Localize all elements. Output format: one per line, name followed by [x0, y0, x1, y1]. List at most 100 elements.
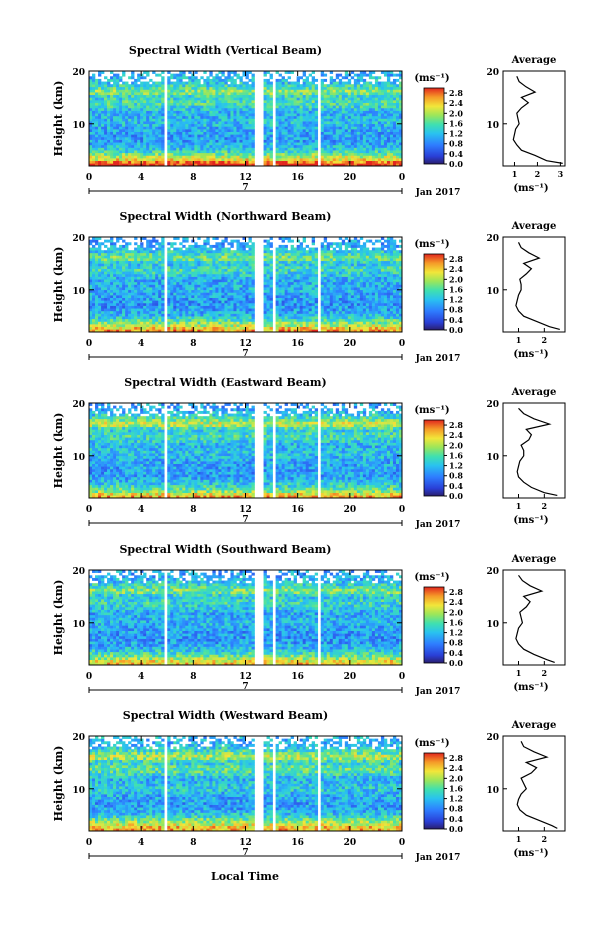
- heatmap-cell: [173, 273, 177, 277]
- heatmap-cell: [122, 252, 126, 256]
- heatmap-cell: [230, 142, 234, 146]
- heatmap-cell: [95, 287, 99, 291]
- heatmap-cell: [128, 100, 132, 103]
- heatmap-cell: [191, 247, 195, 251]
- heatmap-cell: [323, 110, 328, 114]
- heatmap-cell: [89, 292, 93, 296]
- heatmap-cell: [389, 118, 394, 122]
- heatmap-cell: [302, 110, 306, 114]
- heatmap-cell: [176, 279, 180, 283]
- heatmap-cell: [269, 107, 273, 111]
- heatmap-cell: [398, 107, 403, 111]
- heatmap-cell: [125, 150, 129, 154]
- heatmap-cell: [203, 94, 207, 98]
- heatmap-cell: [341, 110, 346, 114]
- heatmap-cell: [173, 115, 177, 119]
- heatmap-cell: [221, 318, 225, 322]
- heatmap-cell: [347, 152, 352, 156]
- heatmap-cell: [122, 147, 126, 151]
- heatmap-cell: [143, 321, 147, 325]
- heatmap-cell: [215, 150, 219, 154]
- heatmap-cell: [314, 158, 319, 162]
- heatmap-cell: [305, 163, 309, 167]
- heatmap-cell: [95, 81, 99, 85]
- heatmap-cell: [146, 305, 150, 309]
- heatmap-cell: [140, 273, 144, 277]
- heatmap-cell: [134, 84, 138, 88]
- heatmap-cell: [308, 86, 313, 90]
- heatmap-cell: [245, 107, 249, 111]
- heatmap-cell: [200, 321, 204, 325]
- heatmap-cell: [167, 115, 171, 119]
- heatmap-cell: [188, 308, 192, 312]
- heatmap-cell: [182, 300, 186, 304]
- heatmap-cell: [122, 329, 126, 333]
- heatmap-cell: [347, 136, 352, 140]
- heatmap-cell: [290, 118, 294, 122]
- heatmap-cell: [176, 321, 180, 325]
- heatmap-cell: [224, 247, 228, 251]
- heatmap-cell: [347, 129, 352, 132]
- heatmap-cell: [95, 263, 99, 267]
- heatmap-cell: [188, 121, 192, 125]
- heatmap-cell: [191, 252, 195, 256]
- heatmap-cell: [185, 81, 189, 85]
- heatmap-cell: [200, 158, 204, 162]
- heatmap-cell: [212, 121, 216, 125]
- heatmap-cell: [95, 84, 99, 88]
- heatmap-cell: [350, 84, 355, 88]
- heatmap-cell: [194, 107, 198, 111]
- heatmap-cell: [233, 144, 237, 148]
- heatmap-cell: [92, 295, 96, 298]
- heatmap-cell: [242, 142, 246, 146]
- heatmap-cell: [227, 321, 231, 325]
- heatmap-cell: [143, 107, 147, 111]
- heatmap-cell: [320, 142, 325, 146]
- heatmap-cell: [152, 160, 156, 164]
- heatmap-cell: [197, 92, 201, 96]
- heatmap-cell: [197, 271, 201, 275]
- heatmap-cell: [140, 242, 144, 246]
- heatmap-cell: [221, 89, 225, 93]
- heatmap-cell: [161, 318, 165, 322]
- heatmap-cell: [134, 287, 138, 291]
- heatmap-cell: [371, 147, 376, 151]
- heatmap-cell: [182, 302, 186, 306]
- heatmap-cell: [224, 155, 228, 159]
- heatmap-cell: [239, 121, 243, 125]
- heatmap-cell: [383, 100, 388, 103]
- heatmap-cell: [182, 263, 186, 267]
- heatmap-cell: [236, 152, 240, 156]
- heatmap-cell: [383, 81, 388, 85]
- heatmap-cell: [350, 107, 355, 111]
- heatmap-cell: [377, 89, 382, 93]
- heatmap-cell: [374, 121, 379, 125]
- heatmap-cell: [155, 144, 159, 148]
- heatmap-cell: [89, 118, 93, 122]
- heatmap-cell: [200, 250, 204, 254]
- heatmap-cell: [104, 89, 108, 93]
- heatmap-cell: [182, 107, 186, 111]
- heatmap-cell: [188, 271, 192, 275]
- heatmap-cell: [170, 73, 174, 77]
- heatmap-cell: [188, 329, 192, 333]
- heatmap-cell: [215, 297, 219, 301]
- heatmap-cell: [161, 152, 165, 156]
- heatmap-cell: [176, 300, 180, 304]
- heatmap-cell: [116, 271, 120, 275]
- heatmap-cell: [119, 273, 123, 277]
- heatmap-cell: [224, 102, 228, 106]
- heatmap-cell: [389, 139, 394, 143]
- heatmap-cell: [302, 136, 306, 140]
- heatmap-cell: [149, 268, 153, 272]
- heatmap-cell: [101, 250, 105, 254]
- heatmap-cell: [347, 86, 352, 90]
- heatmap-cell: [221, 324, 225, 328]
- heatmap-cell: [101, 284, 105, 288]
- heatmap-cell: [143, 89, 147, 93]
- heatmap-cell: [320, 121, 325, 125]
- heatmap-cell: [383, 102, 388, 106]
- heatmap-cell: [206, 313, 210, 317]
- heatmap-cell: [233, 123, 237, 127]
- heatmap-cell: [380, 97, 385, 101]
